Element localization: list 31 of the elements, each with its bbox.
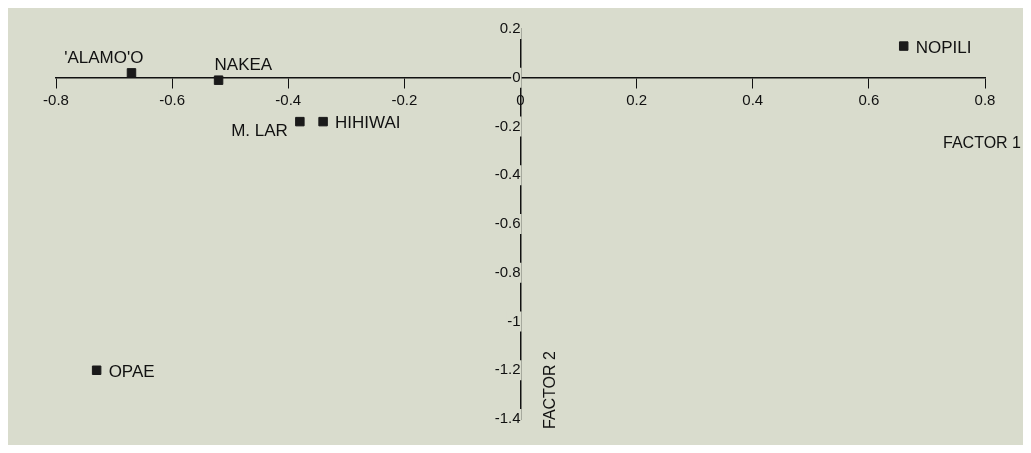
- annotation: HIHIWAI: [335, 113, 401, 133]
- y-tick-label: -0.8: [494, 262, 521, 280]
- y-tick-label: -1: [507, 311, 521, 329]
- y-tick-label: -1.2: [494, 360, 521, 378]
- point: [213, 75, 224, 85]
- x-axis-title: FACTOR 1: [943, 134, 1022, 152]
- x-tick-label: 0.8: [974, 90, 996, 108]
- x-tick-label: -0.8: [43, 90, 69, 108]
- y-tick-label: -0.4: [494, 165, 521, 183]
- annotation: NOPILI: [915, 37, 972, 57]
- y-tick-label: -1.4: [494, 409, 521, 427]
- annotation: 'ALAMO'O: [64, 48, 144, 68]
- x-tick-label: -0.6: [159, 90, 186, 108]
- x-tick-label: -0.4: [275, 90, 302, 108]
- y-axis-title: FACTOR 2: [540, 350, 558, 429]
- annotation: NAKEA: [214, 55, 273, 75]
- point: [126, 68, 137, 78]
- y-tick-label: 0.2: [499, 19, 521, 37]
- x-tick-label: 0.6: [858, 90, 880, 108]
- point: [318, 116, 328, 127]
- point: [295, 116, 305, 127]
- annotation: M. LAR: [231, 121, 288, 141]
- point: [898, 41, 909, 51]
- x-tick-label: 0.4: [742, 90, 764, 108]
- y-tick-label: 0: [512, 67, 521, 85]
- point: [91, 365, 102, 375]
- y-tick-label: -0.6: [494, 214, 521, 232]
- x-tick-label: 0.2: [626, 90, 648, 108]
- y-tick-label: -0.2: [494, 116, 521, 134]
- x-tick-label: -0.2: [391, 90, 418, 108]
- annotation: OPAE: [108, 361, 155, 381]
